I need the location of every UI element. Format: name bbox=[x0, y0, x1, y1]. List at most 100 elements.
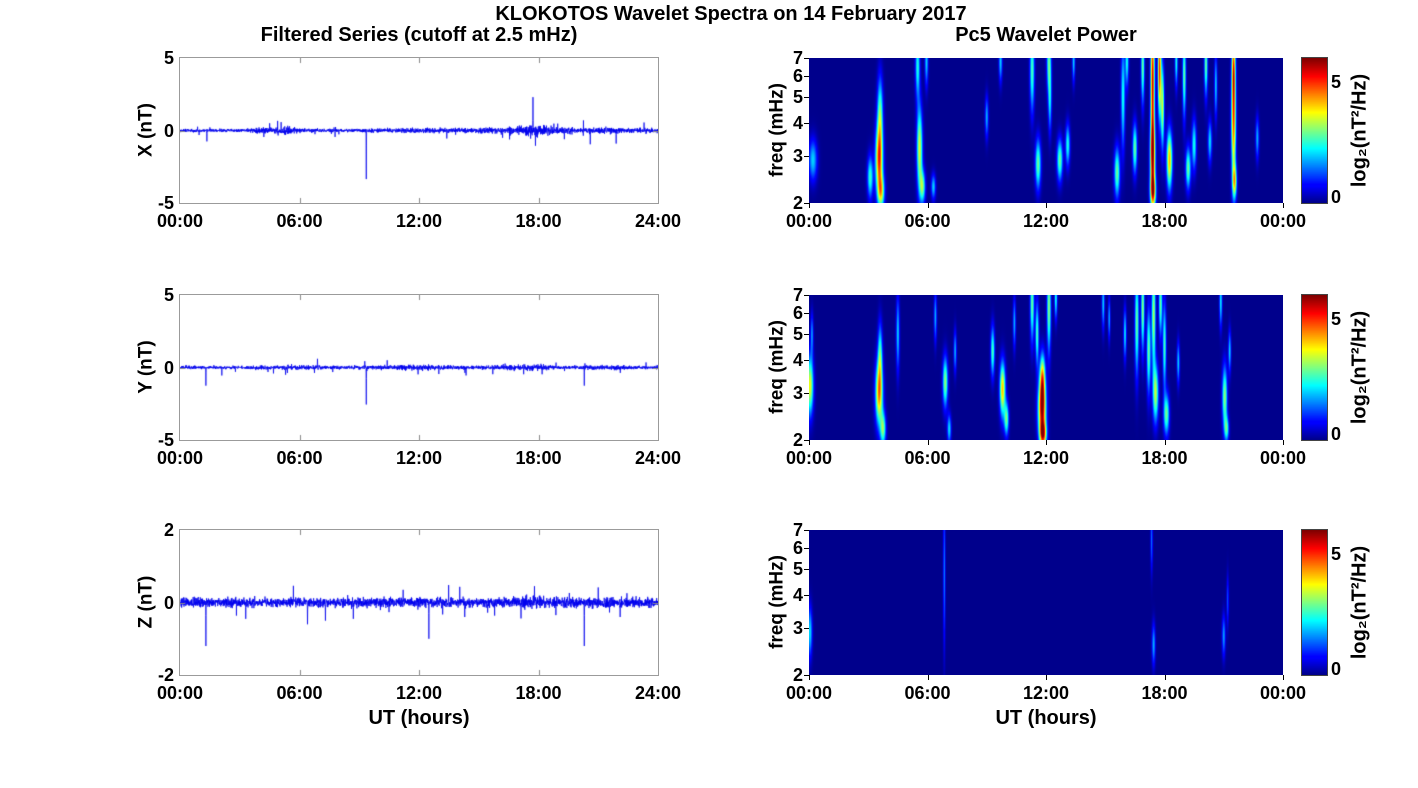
colorbar-tick-label: 0 bbox=[1331, 659, 1342, 679]
x-tick-label: 00:00 bbox=[156, 211, 204, 231]
x-tick-label: 06:00 bbox=[904, 211, 951, 231]
y-tick-mark bbox=[804, 628, 809, 629]
panel-y-spectrogram bbox=[809, 295, 1283, 440]
y-tick-label: 7 bbox=[792, 285, 803, 305]
colorbar-tick-label: 0 bbox=[1331, 187, 1342, 207]
x-tick-mark bbox=[928, 440, 929, 445]
y-tick-mark bbox=[804, 595, 809, 596]
y-tick-mark bbox=[804, 393, 809, 394]
x-tick-mark bbox=[1165, 203, 1166, 208]
xlabel-left-column: UT (hours) bbox=[368, 707, 470, 729]
x-tick-label: 24:00 bbox=[634, 683, 682, 703]
y-tick-mark bbox=[804, 295, 809, 296]
x-tick-mark bbox=[809, 440, 810, 445]
x-tick-label: 12:00 bbox=[1022, 683, 1070, 703]
left-column-title: Filtered Series (cutoff at 2.5 mHz) bbox=[260, 24, 578, 46]
x-tick-mark bbox=[809, 675, 810, 680]
y-tick-label: 2 bbox=[792, 665, 803, 685]
x-tick-label: 00:00 bbox=[1259, 683, 1307, 703]
y-tick-label: 3 bbox=[792, 146, 803, 167]
y-spectrogram-canvas bbox=[809, 295, 1283, 440]
colorbar-tick-label: 0 bbox=[1331, 424, 1342, 444]
y-tick-label: 5 bbox=[792, 86, 803, 107]
x-tick-label: 06:00 bbox=[276, 211, 323, 231]
y-tick-mark bbox=[804, 123, 809, 124]
y-tick-label: -2 bbox=[157, 665, 174, 685]
x-tick-label: 12:00 bbox=[395, 683, 443, 703]
x-tick-label: 12:00 bbox=[395, 448, 443, 468]
x-tick-mark bbox=[1046, 203, 1047, 208]
y-tick-label: -5 bbox=[157, 193, 174, 213]
y-tick-label: 4 bbox=[792, 349, 803, 370]
colorbar-z bbox=[1301, 529, 1328, 676]
x-tick-mark bbox=[1046, 440, 1047, 445]
x-tick-label: 00:00 bbox=[785, 211, 833, 231]
y-tick-label: 7 bbox=[792, 520, 803, 540]
x-tick-label: 00:00 bbox=[1259, 448, 1307, 468]
colorbar-y-canvas bbox=[1302, 295, 1327, 440]
colorbar-x-canvas bbox=[1302, 58, 1327, 203]
x-series-plot-canvas bbox=[180, 58, 658, 203]
y-tick-label: 2 bbox=[792, 430, 803, 450]
x-tick-label: 24:00 bbox=[634, 211, 682, 231]
x-tick-mark bbox=[1283, 203, 1284, 208]
colorbar-z-canvas bbox=[1302, 530, 1327, 675]
x-tick-label: 12:00 bbox=[1022, 211, 1070, 231]
y-tick-mark bbox=[804, 334, 809, 335]
y-tick-label: 6 bbox=[792, 537, 803, 558]
y-tick-label: 6 bbox=[792, 65, 803, 86]
y-tick-mark bbox=[804, 675, 809, 676]
x-tick-label: 00:00 bbox=[785, 448, 833, 468]
x-spectrogram-canvas bbox=[809, 58, 1283, 203]
y-tick-label: 5 bbox=[792, 558, 803, 579]
y-tick-label: 3 bbox=[792, 618, 803, 639]
y-tick-mark bbox=[804, 530, 809, 531]
y-tick-mark bbox=[804, 440, 809, 441]
colorbar-tick-label: 5 bbox=[1331, 309, 1342, 330]
xlabel-right-column: UT (hours) bbox=[995, 707, 1097, 729]
x-tick-label: 18:00 bbox=[1141, 683, 1188, 703]
y-tick-label: 5 bbox=[163, 48, 174, 68]
y-tick-label: 7 bbox=[792, 48, 803, 68]
x-tick-mark bbox=[928, 203, 929, 208]
y-tick-label: 5 bbox=[792, 323, 803, 344]
y-tick-label: 3 bbox=[792, 383, 803, 404]
figure-title: KLOKOTOS Wavelet Spectra on 14 February … bbox=[495, 3, 967, 25]
x-tick-label: 18:00 bbox=[1141, 448, 1188, 468]
y-tick-mark bbox=[804, 156, 809, 157]
y-tick-label: -5 bbox=[157, 430, 174, 450]
panel-z-spectrogram bbox=[809, 530, 1283, 675]
x-tick-label: 00:00 bbox=[156, 448, 204, 468]
y-series-plot-canvas bbox=[180, 295, 658, 440]
y-tick-mark bbox=[804, 548, 809, 549]
right-column-title: Pc5 Wavelet Power bbox=[955, 24, 1137, 46]
y-tick-mark bbox=[804, 569, 809, 570]
y-tick-label: 0 bbox=[163, 357, 174, 378]
colorbar-tick-label: 5 bbox=[1331, 72, 1342, 93]
z-series-plot-canvas bbox=[180, 530, 658, 675]
y-tick-label: 5 bbox=[163, 285, 174, 305]
y-tick-label: 2 bbox=[163, 520, 174, 540]
z-spectrogram-canvas bbox=[809, 530, 1283, 675]
x-tick-label: 00:00 bbox=[785, 683, 833, 703]
y-tick-mark bbox=[804, 97, 809, 98]
x-tick-mark bbox=[809, 203, 810, 208]
x-tick-mark bbox=[1046, 675, 1047, 680]
colorbar-x bbox=[1301, 57, 1328, 204]
x-tick-label: 06:00 bbox=[904, 683, 951, 703]
y-tick-mark bbox=[804, 58, 809, 59]
x-tick-label: 18:00 bbox=[515, 448, 562, 468]
x-tick-mark bbox=[1283, 675, 1284, 680]
x-tick-mark bbox=[928, 675, 929, 680]
x-tick-label: 06:00 bbox=[904, 448, 951, 468]
y-tick-mark bbox=[804, 313, 809, 314]
x-tick-label: 06:00 bbox=[276, 683, 323, 703]
x-tick-label: 00:00 bbox=[156, 683, 204, 703]
x-tick-label: 00:00 bbox=[1259, 211, 1307, 231]
panel-z-series bbox=[179, 529, 659, 676]
x-tick-label: 18:00 bbox=[515, 211, 562, 231]
colorbar-y bbox=[1301, 294, 1328, 441]
colorbar-tick-label: 5 bbox=[1331, 544, 1342, 565]
y-tick-label: 6 bbox=[792, 302, 803, 323]
